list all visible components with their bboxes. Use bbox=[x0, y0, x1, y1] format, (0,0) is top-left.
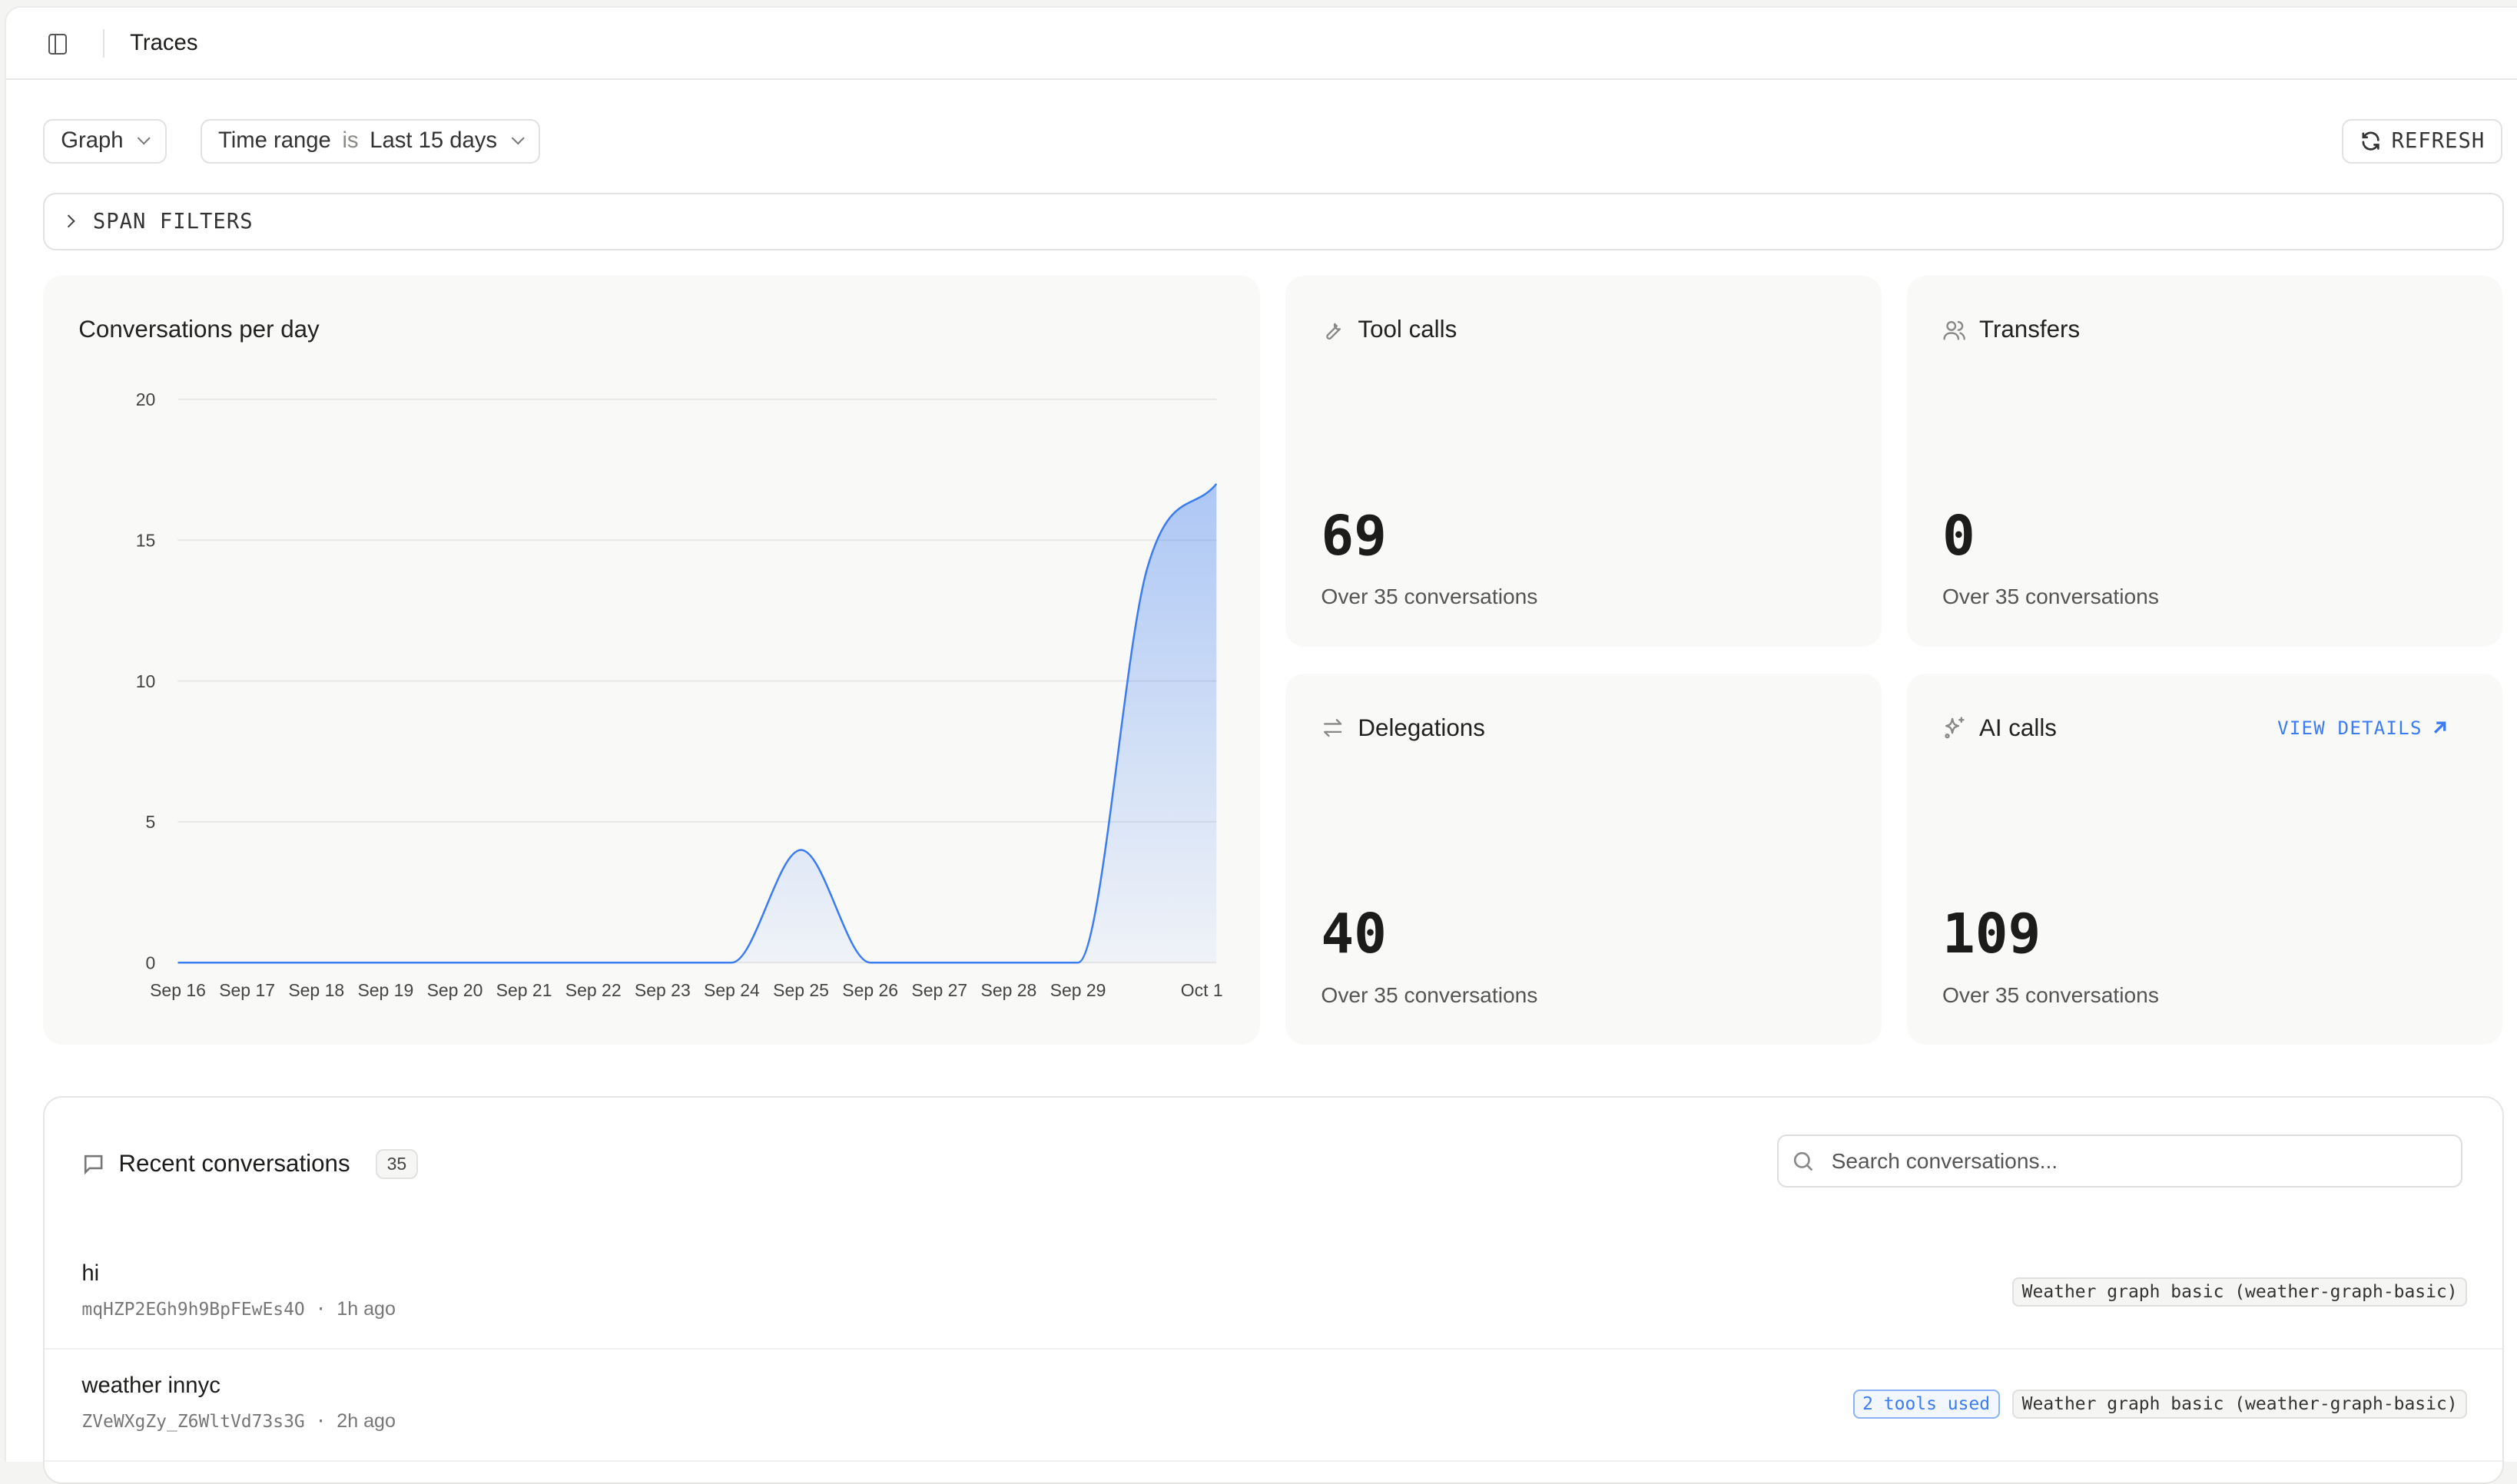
users-icon bbox=[1943, 320, 1965, 340]
y-tick-label: 5 bbox=[146, 812, 156, 832]
agent-tag: Weather graph basic (weather-graph-basic… bbox=[2012, 1277, 2468, 1307]
wrench-icon bbox=[1326, 323, 1341, 340]
view-details-label: VIEW DETAILS bbox=[2277, 717, 2422, 739]
view-select-value: Graph bbox=[61, 128, 124, 154]
conversation-time: 2h ago bbox=[337, 1410, 396, 1433]
stat-title: Delegations bbox=[1321, 714, 1485, 742]
message-square-icon bbox=[85, 1154, 103, 1174]
stat-title: Tool calls bbox=[1321, 316, 1457, 343]
x-tick-label: Sep 26 bbox=[843, 980, 899, 1000]
stat-title: Transfers bbox=[1942, 316, 2080, 343]
time-range-label: Time range bbox=[217, 128, 331, 154]
chevron-down-icon bbox=[137, 131, 151, 146]
stat-value: 69 bbox=[1321, 503, 1387, 568]
stat-title-text: Tool calls bbox=[1358, 316, 1457, 343]
conversation-meta: mqHZP2EGh9h9BpFEwEs4O · 1h ago bbox=[81, 1298, 396, 1320]
page-title: Traces bbox=[130, 30, 198, 55]
chart-card: Conversations per day 0 5 10 15 20 Sep 16 Sep … bbox=[43, 276, 1260, 1045]
conversation-row[interactable]: hi mqHZP2EGh9h9BpFEwEs4O · 1h ago Weathe… bbox=[45, 1237, 2503, 1350]
span-filters-label: SPAN FILTERS bbox=[92, 209, 254, 234]
arrow-up-right-icon bbox=[2434, 721, 2446, 734]
stat-title: AI calls bbox=[1942, 714, 2057, 742]
view-select[interactable]: Graph bbox=[43, 118, 167, 164]
tools-used-badge: 2 tools used bbox=[1852, 1390, 2000, 1419]
arrows-exchange-icon bbox=[1324, 718, 1342, 737]
stat-card-tool-calls: Tool calls 69 Over 35 conversations bbox=[1285, 276, 1882, 647]
conversation-row[interactable]: weather innyc ZVeWXgZy_Z6WltVd73s3G · 2h… bbox=[45, 1350, 2503, 1462]
x-tick-label: Sep 17 bbox=[220, 980, 276, 1000]
x-tick-label: Sep 21 bbox=[496, 980, 552, 1000]
y-tick-label: 10 bbox=[136, 671, 156, 691]
time-range-filter[interactable]: Time range is Last 15 days bbox=[201, 118, 541, 164]
conversation-name: hi bbox=[81, 1260, 100, 1286]
area-fill bbox=[177, 484, 1217, 963]
stat-subtitle: Over 35 conversations bbox=[1942, 584, 2159, 609]
stat-card-transfers: Transfers 0 Over 35 conversations bbox=[1906, 276, 2503, 647]
x-tick-label: Sep 25 bbox=[773, 980, 829, 1000]
stat-value: 40 bbox=[1321, 902, 1387, 966]
chart-title: Conversations per day bbox=[78, 316, 320, 343]
x-tick-label: Sep 18 bbox=[289, 980, 345, 1000]
recent-conversations-card: Recent conversations 35 hi mqHZP2EGh9h9B… bbox=[43, 1095, 2505, 1484]
conversation-time: 1h ago bbox=[337, 1298, 396, 1320]
y-tick-label: 15 bbox=[136, 531, 156, 551]
conversation-count-badge: 35 bbox=[376, 1148, 418, 1180]
recent-conversations-title: Recent conversations bbox=[118, 1150, 350, 1178]
x-tick-label: Sep 22 bbox=[565, 980, 622, 1000]
stat-title-text: AI calls bbox=[1978, 714, 2057, 741]
search-icon bbox=[1794, 1151, 1813, 1171]
x-tick-label: Sep 24 bbox=[704, 980, 760, 1000]
search-input[interactable] bbox=[1828, 1146, 2461, 1175]
stat-subtitle: Over 35 conversations bbox=[1321, 584, 1538, 609]
y-tick-label: 20 bbox=[136, 389, 156, 409]
x-tick-label: Sep 29 bbox=[1050, 980, 1106, 1000]
stat-value: 109 bbox=[1942, 902, 2041, 966]
span-filters-toggle[interactable]: SPAN FILTERS bbox=[43, 192, 2505, 250]
search-box[interactable] bbox=[1776, 1134, 2462, 1188]
refresh-button[interactable]: REFRESH bbox=[2341, 118, 2503, 164]
conversations-chart: 0 5 10 15 20 Sep 16 Sep 17 Sep 18 Sep 19 Sep 20 Se… bbox=[136, 389, 1223, 1000]
conversation-name: weather innyc bbox=[81, 1373, 221, 1399]
view-details-link[interactable]: VIEW DETAILS bbox=[2277, 717, 2448, 739]
recent-conversations-header: Recent conversations 35 bbox=[81, 1148, 418, 1180]
x-tick-label: Sep 16 bbox=[150, 980, 206, 1000]
conversation-id: mqHZP2EGh9h9BpFEwEs4O bbox=[81, 1300, 305, 1320]
header: Traces bbox=[6, 8, 2517, 81]
x-tick-label: Oct 1 bbox=[1181, 980, 1223, 1000]
stat-subtitle: Over 35 conversations bbox=[1321, 982, 1538, 1007]
sidebar-toggle-icon[interactable] bbox=[48, 33, 68, 55]
sparkles-icon bbox=[1945, 717, 1965, 739]
chevron-down-icon bbox=[511, 131, 525, 146]
time-range-value: Last 15 days bbox=[370, 128, 498, 154]
refresh-icon bbox=[2362, 131, 2379, 151]
x-tick-label: Sep 27 bbox=[912, 980, 968, 1000]
time-range-operator: is bbox=[342, 128, 359, 154]
series-line bbox=[177, 483, 1218, 964]
x-tick-label: Sep 23 bbox=[635, 980, 691, 1000]
chevron-right-icon bbox=[61, 214, 76, 228]
refresh-label: REFRESH bbox=[2391, 129, 2485, 154]
stat-card-delegations: Delegations 40 Over 35 conversations bbox=[1285, 674, 1882, 1045]
conversation-meta: ZVeWXgZy_Z6WltVd73s3G · 2h ago bbox=[81, 1410, 396, 1433]
stat-subtitle: Over 35 conversations bbox=[1942, 982, 2159, 1007]
main-panel: Traces Graph Time range is Last 15 days RE… bbox=[5, 6, 2517, 1484]
agent-tag: Weather graph basic (weather-graph-basic… bbox=[2012, 1390, 2468, 1419]
x-tick-label: Sep 28 bbox=[981, 980, 1037, 1000]
conversation-id: ZVeWXgZy_Z6WltVd73s3G bbox=[81, 1412, 305, 1433]
y-tick-label: 0 bbox=[146, 953, 156, 973]
x-tick-label: Sep 19 bbox=[358, 980, 414, 1000]
x-tick-label: Sep 20 bbox=[427, 980, 483, 1000]
header-divider bbox=[102, 28, 104, 58]
stat-value: 0 bbox=[1942, 503, 1975, 568]
stat-title-text: Transfers bbox=[1978, 316, 2081, 343]
stat-title-text: Delegations bbox=[1358, 714, 1485, 741]
stat-card-ai-calls: AI calls VIEW DETAILS 109 Over 35 conversat… bbox=[1906, 674, 2503, 1045]
